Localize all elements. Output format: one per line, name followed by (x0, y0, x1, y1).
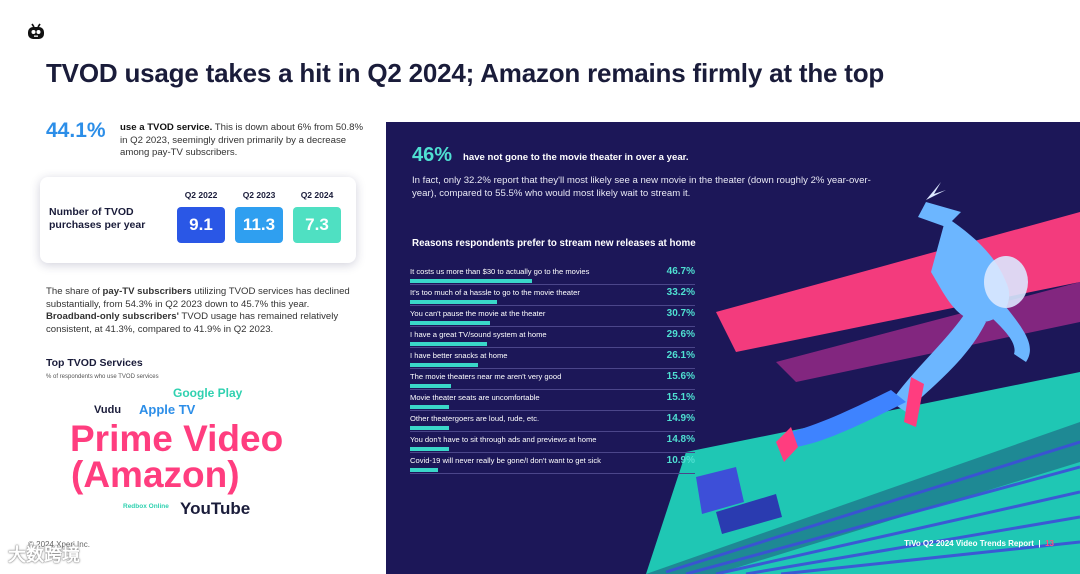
service-google-play: Google Play (173, 386, 243, 400)
reason-label: I have a great TV/sound system at home (410, 330, 547, 339)
service-redbox-online: Redbox Online (123, 503, 169, 510)
reason-value: 26.1% (666, 350, 695, 361)
reason-divider (410, 410, 695, 411)
reason-label: You don't have to sit through ads and pr… (410, 435, 597, 444)
reason-row: I have better snacks at home 26.1% (410, 350, 695, 371)
reason-value: 14.8% (666, 434, 695, 445)
reason-bar (410, 447, 449, 451)
reason-label: Other theatergoers are loud, rude, etc. (410, 414, 540, 423)
reason-label: Movie theater seats are uncomfortable (410, 393, 540, 402)
service-vudu: Vudu (94, 404, 122, 416)
subscriber-share-paragraph: The share of pay-TV subscribers utilizin… (46, 286, 350, 335)
reason-row: You can't pause the movie at the theater… (410, 308, 695, 329)
reason-bar (410, 342, 488, 346)
reason-value: 29.6% (666, 329, 695, 340)
reason-row: You don't have to sit through ads and pr… (410, 434, 695, 455)
top-services-subtitle: % of respondents who use TVOD services (46, 374, 159, 380)
reason-row: I have a great TV/sound system at home 29… (410, 329, 695, 350)
service-prime-video: Prime Video (70, 418, 284, 459)
reason-divider (410, 431, 695, 432)
reason-label: You can't pause the movie at the theater (410, 309, 546, 318)
reason-bar (410, 426, 449, 430)
reason-bar (410, 405, 450, 409)
reason-bar (410, 321, 491, 325)
reason-row: Movie theater seats are uncomfortable 15.… (410, 392, 695, 413)
reasons-title: Reasons respondents prefer to stream new… (412, 238, 696, 249)
tvod-usage-description: use a TVOD service. This is down about 6… (120, 122, 364, 158)
purchases-value-q2-2023: 11.3 (235, 207, 283, 243)
reason-row: It's too much of a hassle to go to the m… (410, 287, 695, 308)
top-services-title: Top TVOD Services (46, 357, 143, 369)
purchases-card: Number of TVOD purchases per year Q2 202… (40, 177, 356, 263)
reason-value: 33.2% (666, 287, 695, 298)
reason-value: 14.9% (666, 413, 695, 424)
purchases-label: Number of TVOD purchases per year (49, 206, 146, 231)
copyright: © 2024 Xperi Inc. (28, 540, 90, 549)
reason-divider (410, 389, 695, 390)
reason-divider (410, 368, 695, 369)
reason-divider (410, 452, 695, 453)
reason-value: 30.7% (666, 308, 695, 319)
page-title: TVOD usage takes a hit in Q2 2024; Amazo… (46, 58, 885, 88)
report-footer: TiVo Q2 2024 Video Trends Report | 13 (904, 539, 1054, 548)
reason-label: It costs us more than $30 to actually go… (410, 267, 590, 276)
reason-row: The movie theaters near me aren't very g… (410, 371, 695, 392)
year-label-q2-2022: Q2 2022 (184, 190, 218, 200)
reason-divider (410, 473, 695, 474)
theater-stat: 46% (412, 144, 453, 166)
reason-value: 15.6% (666, 371, 695, 382)
reason-label: Covid-19 will never really be gone/I don… (410, 456, 601, 465)
reason-value: 46.7% (666, 266, 695, 277)
reason-value: 10.9% (666, 455, 695, 466)
reason-bar (410, 300, 497, 304)
reason-divider (410, 284, 695, 285)
reason-value: 15.1% (666, 392, 695, 403)
reason-bar (410, 363, 479, 367)
reason-row: It costs us more than $30 to actually go… (410, 266, 695, 287)
reason-bar (410, 384, 451, 388)
service-apple-tv: Apple TV (139, 402, 196, 417)
purchases-value-q2-2022: 9.1 (177, 207, 225, 243)
service-prime-video-amazon: (Amazon) (71, 454, 240, 495)
reason-label: The movie theaters near me aren't very g… (410, 372, 562, 381)
service-youtube: YouTube (180, 499, 251, 518)
reason-divider (410, 305, 695, 306)
reason-divider (410, 326, 695, 327)
reason-bar (410, 279, 532, 283)
reason-label: It's too much of a hassle to go to the m… (410, 288, 580, 297)
reason-label: I have better snacks at home (410, 351, 508, 360)
sprinter-illustration (646, 182, 1080, 574)
tvod-usage-stat: 44.1% (46, 119, 106, 142)
reason-bar (410, 468, 439, 472)
watermark: 大数跨境 (8, 545, 80, 565)
tivo-logo-icon (28, 23, 44, 39)
reason-row: Other theatergoers are loud, rude, etc. 1… (410, 413, 695, 434)
reason-divider (410, 347, 695, 348)
year-label-q2-2024: Q2 2024 (300, 190, 334, 200)
theater-stat-text: have not gone to the movie theater in ov… (463, 152, 689, 163)
year-label-q2-2023: Q2 2023 (242, 190, 276, 200)
theater-description: In fact, only 32.2% report that they'll … (412, 175, 871, 199)
theater-panel: 46% have not gone to the movie theater i… (386, 122, 1080, 574)
reason-row: Covid-19 will never really be gone/I don… (410, 455, 695, 476)
purchases-value-q2-2024: 7.3 (293, 207, 341, 243)
